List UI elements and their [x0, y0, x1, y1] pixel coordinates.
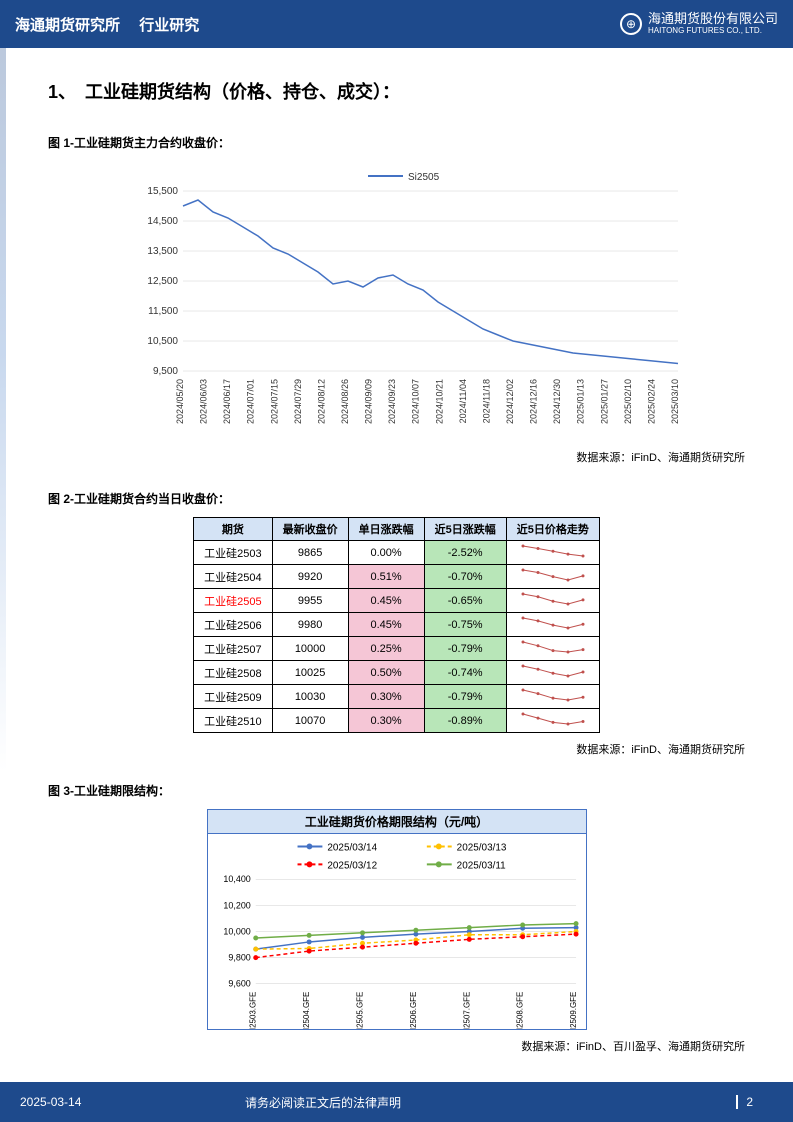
header-title: 海通期货研究所 行业研究	[15, 14, 199, 35]
svg-text:SI2504.GFE: SI2504.GFE	[302, 992, 311, 1029]
logo-text: 海通期货股份有限公司 HAITONG FUTURES CO., LTD.	[648, 12, 778, 35]
price-table: 期货最新收盘价单日涨跌幅近5日涨跌幅近5日价格走势工业硅250398650.00…	[193, 517, 600, 733]
svg-text:2024/05/20: 2024/05/20	[175, 379, 185, 424]
decorative-strip	[0, 48, 6, 1082]
svg-text:2025/03/11: 2025/03/11	[456, 860, 505, 871]
svg-text:2024/12/30: 2024/12/30	[552, 379, 562, 424]
svg-text:12,500: 12,500	[147, 276, 178, 287]
table-header: 最新收盘价	[272, 518, 348, 541]
svg-text:2024/08/12: 2024/08/12	[316, 379, 326, 424]
svg-text:2024/10/21: 2024/10/21	[434, 379, 444, 424]
dept-name: 海通期货研究所	[15, 17, 120, 34]
fig3-title: 图 3-工业硅期限结构：	[48, 782, 745, 799]
svg-text:2025/02/10: 2025/02/10	[623, 379, 633, 424]
table-row: 工业硅2508100250.50%-0.74%	[194, 661, 600, 685]
svg-text:2024/09/23: 2024/09/23	[387, 379, 397, 424]
svg-text:SI2505.GFE: SI2505.GFE	[355, 992, 364, 1029]
svg-text:2024/07/29: 2024/07/29	[293, 379, 303, 424]
page-footer: 2025-03-14 请务必阅读正文后的法律声明 2	[0, 1082, 793, 1122]
header-logo: ⊕ 海通期货股份有限公司 HAITONG FUTURES CO., LTD.	[620, 12, 778, 35]
svg-text:2025/03/14: 2025/03/14	[327, 842, 377, 853]
svg-text:2024/06/17: 2024/06/17	[222, 379, 232, 424]
svg-text:2025/01/13: 2025/01/13	[576, 379, 586, 424]
svg-text:SI2508.GFE: SI2508.GFE	[515, 992, 524, 1029]
svg-text:2024/11/18: 2024/11/18	[481, 379, 491, 423]
table-row: 工业硅2507100000.25%-0.79%	[194, 637, 600, 661]
footer-date: 2025-03-14	[0, 1095, 220, 1109]
table-header: 单日涨跌幅	[348, 518, 424, 541]
table-row: 工业硅250499200.51%-0.70%	[194, 565, 600, 589]
svg-text:14,500: 14,500	[147, 216, 178, 227]
svg-text:11,500: 11,500	[148, 306, 178, 317]
footer-disclaimer: 请务必阅读正文后的法律声明	[220, 1094, 736, 1111]
table-header: 期货	[194, 518, 272, 541]
svg-text:2024/10/07: 2024/10/07	[411, 379, 421, 424]
chart3-title: 工业硅期货价格期限结构（元/吨）	[208, 810, 586, 834]
svg-text:9,800: 9,800	[228, 953, 250, 963]
page-header: 海通期货研究所 行业研究 ⊕ 海通期货股份有限公司 HAITONG FUTURE…	[0, 0, 793, 48]
section-title: 1、 工业硅期货结构（价格、持仓、成交）：	[48, 78, 745, 104]
svg-text:10,200: 10,200	[223, 900, 250, 910]
svg-text:2025/03/13: 2025/03/13	[456, 842, 506, 853]
chart3-term-structure: 工业硅期货价格期限结构（元/吨） 2025/03/14 2025/03/13 202…	[207, 809, 587, 1030]
svg-text:10,000: 10,000	[223, 926, 250, 936]
fig1-source: 数据来源：iFinD、海通期货研究所	[48, 449, 745, 465]
svg-text:SI2509.GFE: SI2509.GFE	[569, 992, 578, 1029]
fig1-title: 图 1-工业硅期货主力合约收盘价：	[48, 134, 745, 151]
svg-text:2024/07/01: 2024/07/01	[246, 379, 256, 424]
svg-text:2024/08/26: 2024/08/26	[340, 379, 350, 424]
svg-text:SI2507.GFE: SI2507.GFE	[462, 992, 471, 1029]
chart1-line: Si2505 9,500 10,500 11,500 12,500 13,500 14,50…	[128, 161, 688, 441]
svg-text:2024/07/15: 2024/07/15	[269, 379, 279, 424]
table-header: 近5日价格走势	[506, 518, 599, 541]
svg-text:2025/03/12: 2025/03/12	[327, 860, 377, 871]
svg-text:2024/06/03: 2024/06/03	[199, 379, 209, 424]
svg-text:SI2503.GFE: SI2503.GFE	[248, 992, 257, 1029]
table-row: 工业硅250398650.00%-2.52%	[194, 541, 600, 565]
svg-text:9,500: 9,500	[153, 366, 178, 377]
company-en: HAITONG FUTURES CO., LTD.	[648, 27, 778, 36]
svg-text:Si2505: Si2505	[408, 172, 440, 183]
logo-icon: ⊕	[620, 13, 642, 35]
svg-text:13,500: 13,500	[147, 246, 178, 257]
fig2-title: 图 2-工业硅期货合约当日收盘价：	[48, 490, 745, 507]
svg-text:2024/12/02: 2024/12/02	[505, 379, 515, 424]
page: 海通期货研究所 行业研究 ⊕ 海通期货股份有限公司 HAITONG FUTURE…	[0, 0, 793, 1122]
svg-text:2025/02/24: 2025/02/24	[646, 379, 656, 424]
svg-text:15,500: 15,500	[147, 186, 178, 197]
category-name: 行业研究	[139, 17, 199, 34]
footer-page: 2	[736, 1095, 793, 1110]
svg-text:9,600: 9,600	[228, 979, 250, 989]
svg-text:2024/11/04: 2024/11/04	[458, 379, 468, 423]
company-cn: 海通期货股份有限公司	[648, 11, 778, 26]
content: 1、 工业硅期货结构（价格、持仓、成交）： 图 1-工业硅期货主力合约收盘价： …	[0, 48, 793, 1054]
svg-text:2024/12/16: 2024/12/16	[529, 379, 539, 424]
svg-text:2024/09/09: 2024/09/09	[364, 379, 374, 424]
fig3-source: 数据来源：iFinD、百川盈孚、海通期货研究所	[48, 1038, 745, 1054]
table-header: 近5日涨跌幅	[424, 518, 506, 541]
svg-text:10,500: 10,500	[147, 336, 178, 347]
fig2-source: 数据来源：iFinD、海通期货研究所	[48, 741, 745, 757]
svg-text:2025/01/27: 2025/01/27	[599, 379, 609, 424]
table-row: 工业硅2510100700.30%-0.89%	[194, 709, 600, 733]
table-row: 工业硅250699800.45%-0.75%	[194, 613, 600, 637]
table-row: 工业硅250599550.45%-0.65%	[194, 589, 600, 613]
svg-text:10,400: 10,400	[223, 874, 250, 884]
svg-text:SI2506.GFE: SI2506.GFE	[408, 992, 417, 1029]
svg-text:2025/03/10: 2025/03/10	[670, 379, 680, 424]
table-row: 工业硅2509100300.30%-0.79%	[194, 685, 600, 709]
